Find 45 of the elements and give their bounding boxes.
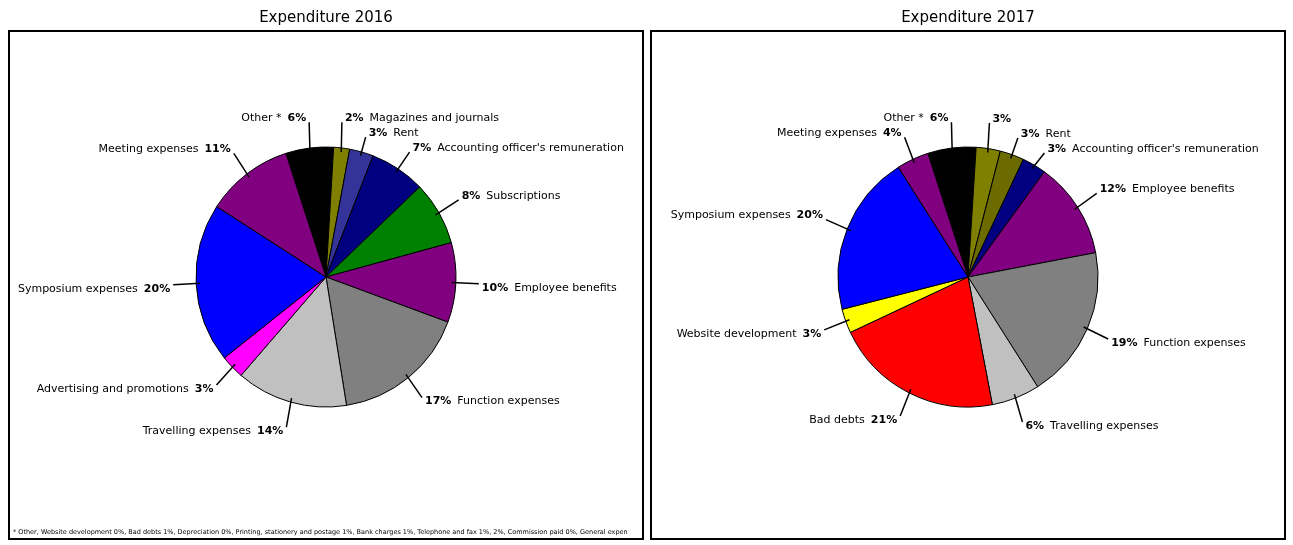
slice-label: Magazines and journals (369, 111, 500, 125)
data-label: 3% (368, 126, 388, 140)
data-label: 3% (802, 326, 822, 340)
slice-label: Travelling expenses (1049, 418, 1159, 432)
data-label: 19% (1111, 335, 1138, 349)
data-label: 6% (1025, 418, 1045, 432)
data-label: 8% (461, 188, 481, 202)
slice-label: Other * (883, 111, 925, 125)
data-label: 21% (870, 412, 898, 426)
data-label: 6% (929, 111, 949, 125)
slice-label: Rent (1045, 126, 1072, 140)
slice-label: Accounting officer's remuneration (1072, 141, 1259, 155)
slice-label: Employee benefits (514, 280, 617, 294)
slice-label: Symposium expenses (17, 281, 139, 295)
slice-label: Function expenses (457, 394, 560, 408)
data-label: 20% (796, 208, 823, 222)
data-label: 3% (1047, 141, 1067, 155)
slice-label: Advertising and promotions (36, 381, 190, 395)
data-label: 20% (143, 281, 171, 295)
data-label: 3% (1020, 126, 1040, 140)
data-label: 3% (992, 111, 1012, 125)
data-label: 12% (1099, 182, 1127, 196)
data-label: 7% (412, 141, 432, 155)
slice-label: Bad debts (809, 412, 866, 426)
data-label: 10% (481, 280, 509, 294)
data-label: 6% (287, 111, 307, 125)
chart-title: Expenditure 2016 (258, 8, 394, 28)
data-label: 14% (257, 423, 284, 437)
data-label: 11% (204, 142, 231, 156)
data-label: 2% (344, 111, 364, 125)
slice-label: Symposium expenses (670, 208, 791, 222)
slice-label: Subscriptions (486, 188, 561, 202)
slice-label: Meeting expenses (777, 126, 878, 140)
slice-label: Website development (676, 326, 798, 340)
slice-label: Travelling expenses (141, 423, 252, 437)
chart-title: Expenditure 2017 (900, 8, 1036, 28)
data-label: 3% (194, 381, 214, 395)
slice-label: Rent (393, 126, 420, 140)
data-label: 4% (882, 126, 902, 140)
slice-label: Other * (241, 111, 282, 125)
slice-label: Employee benefits (1132, 182, 1235, 196)
slice-label: Meeting expenses (98, 142, 199, 156)
slice-label: Function expenses (1143, 335, 1247, 349)
slice-label: Accounting officer's remuneration (437, 141, 624, 155)
data-label: 17% (424, 394, 452, 408)
